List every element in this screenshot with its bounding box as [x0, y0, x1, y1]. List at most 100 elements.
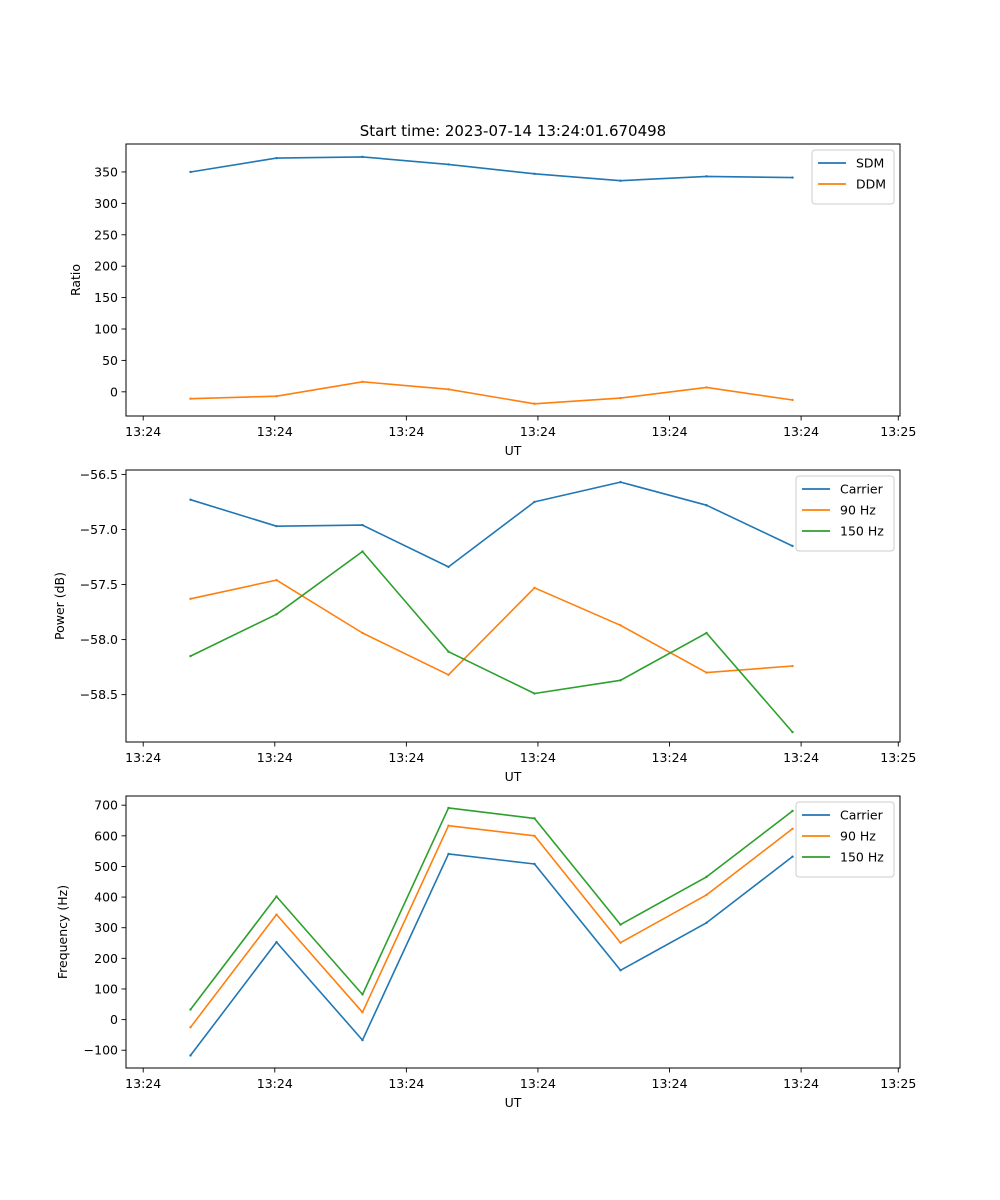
data-point: [189, 1026, 192, 1029]
x-tick-label: 13:25: [880, 1076, 916, 1091]
x-tick-label: 13:24: [257, 750, 293, 765]
y-tick-label: −57.5: [80, 577, 118, 592]
data-point: [447, 673, 450, 677]
series-line-150-hz: [190, 550, 794, 733]
x-tick-label: 13:24: [783, 750, 819, 765]
data-point: [447, 824, 450, 827]
frequency-y-axis-label: Frequency (Hz): [55, 885, 70, 979]
data-point: [619, 679, 622, 682]
series-line-150-hz: [189, 807, 793, 1010]
data-point: [533, 692, 536, 695]
y-tick-label: 600: [94, 828, 118, 843]
x-tick-label: 13:24: [388, 1076, 424, 1091]
data-point: [189, 170, 192, 174]
data-point: [361, 993, 364, 996]
x-tick-label: 13:24: [652, 1076, 688, 1091]
legend-label: Carrier: [840, 482, 884, 497]
data-point: [619, 396, 622, 400]
data-point: [361, 1038, 364, 1042]
y-tick-label: 350: [94, 164, 118, 179]
legend-label: 90 Hz: [840, 829, 876, 844]
power-axes-frame: [125, 469, 901, 743]
ratio-legend: SDM DDM: [811, 149, 895, 205]
data-point: [705, 875, 708, 879]
y-tick-label: 200: [94, 259, 118, 274]
y-tick-label: 200: [94, 951, 118, 966]
data-point: [791, 809, 794, 813]
data-point: [705, 386, 708, 389]
x-tick-label: 13:24: [125, 424, 161, 439]
figure-title: Start time: 2023-07-14 13:24:01.670498: [360, 122, 666, 140]
data-point: [189, 597, 192, 601]
data-point: [705, 175, 708, 178]
data-point: [447, 565, 450, 569]
data-point: [619, 923, 622, 926]
data-point: [705, 893, 708, 897]
x-tick-label: 13:24: [125, 1076, 161, 1091]
data-point: [447, 806, 450, 810]
data-point: [705, 504, 708, 507]
data-point: [189, 498, 192, 501]
data-point: [447, 388, 450, 391]
data-point: [705, 631, 708, 635]
power-panel: 13:24 13:24 13:24 13:24 13:24 13:24 13:25 −58.5…: [52, 467, 916, 784]
series-line-sdm: [190, 156, 793, 182]
data-point: [447, 852, 450, 856]
data-point: [533, 817, 536, 820]
data-point: [361, 523, 364, 527]
series-line-carrier: [189, 853, 793, 1056]
x-tick-label: 13:24: [783, 424, 819, 439]
data-point: [275, 578, 278, 582]
data-point: [189, 397, 192, 400]
data-point: [189, 1008, 192, 1011]
data-point: [447, 650, 450, 653]
data-point: [791, 730, 794, 734]
data-point: [791, 544, 794, 548]
data-point: [361, 631, 364, 635]
y-tick-label: 100: [94, 981, 118, 996]
x-tick-label: 13:25: [880, 750, 916, 765]
legend-label: SDM: [856, 156, 884, 171]
data-point: [189, 654, 192, 658]
y-tick-label: −57.0: [80, 522, 118, 537]
data-point: [275, 895, 278, 898]
data-point: [619, 179, 622, 182]
y-tick-label: −56.5: [80, 467, 118, 482]
data-point: [705, 921, 708, 925]
y-tick-label: −58.0: [80, 632, 118, 647]
y-tick-label: 300: [94, 920, 118, 935]
x-tick-label: 13:25: [880, 424, 916, 439]
legend-label: DDM: [856, 177, 886, 192]
power-legend: Carrier 90 Hz 150 Hz: [795, 475, 895, 552]
data-point: [619, 480, 622, 484]
y-tick-label: 100: [94, 321, 118, 336]
data-point: [705, 671, 708, 674]
legend-label: 150 Hz: [840, 524, 884, 539]
data-point: [361, 155, 364, 159]
ratio-x-axis-label: UT: [505, 443, 522, 458]
frequency-panel: 13:24 13:24 13:24 13:24 13:24 13:24 13:25 −100 0…: [55, 795, 916, 1110]
y-tick-label: −58.5: [80, 687, 118, 702]
y-tick-label: 700: [94, 798, 118, 813]
series-line-ddm: [190, 380, 793, 405]
data-point: [189, 1054, 192, 1057]
x-tick-label: 13:24: [783, 1076, 819, 1091]
power-y-axis-label: Power (dB): [52, 572, 67, 640]
data-point: [791, 827, 794, 830]
data-point: [533, 500, 536, 504]
data-point: [791, 398, 794, 402]
x-tick-label: 13:24: [388, 750, 424, 765]
ratio-panel: 13:24 13:24 13:24 13:24 13:24 13:24 13:25 0 50 10…: [68, 143, 916, 458]
data-point: [275, 156, 278, 160]
data-point: [791, 855, 794, 858]
y-tick-label: 0: [110, 384, 118, 399]
data-point: [275, 940, 278, 944]
data-point: [619, 941, 622, 944]
data-point: [619, 969, 622, 972]
frequency-axes-frame: [125, 795, 901, 1069]
legend-box: [795, 801, 895, 878]
x-tick-label: 13:24: [520, 424, 556, 439]
x-tick-label: 13:24: [652, 750, 688, 765]
data-point: [447, 163, 450, 166]
